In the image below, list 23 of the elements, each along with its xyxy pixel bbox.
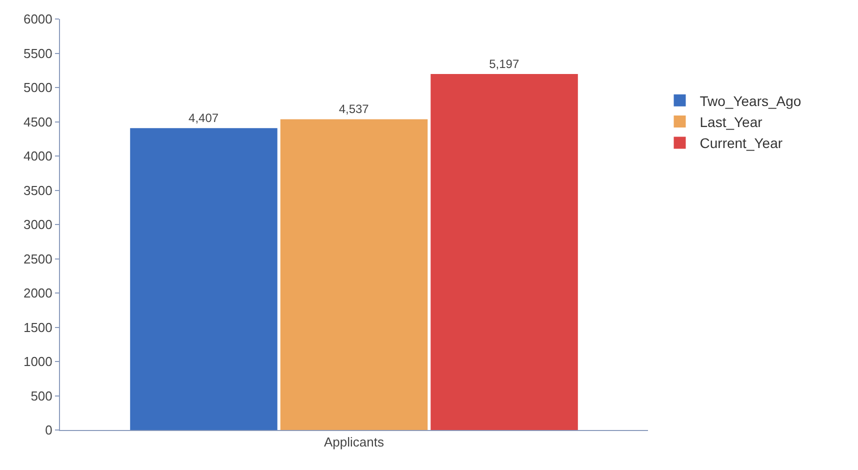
y-tick-label: 4000 — [23, 148, 52, 164]
bar — [130, 128, 278, 430]
x-tick-label: Applicants — [324, 434, 384, 450]
y-tick-label: 2000 — [23, 286, 52, 301]
y-tick-label: 0 — [45, 422, 52, 438]
legend-label: Last_Year — [700, 114, 763, 130]
legend-label: Two_Years_Ago — [700, 92, 802, 109]
legend-label: Current_Year — [700, 135, 783, 152]
y-tick-label: 500 — [30, 388, 52, 404]
y-tick-label: 6000 — [23, 12, 52, 27]
text: 4,407 — [188, 111, 219, 126]
text: 5,197 — [489, 57, 520, 72]
y-tick-label: 2500 — [23, 251, 52, 266]
y-tick-label: 5500 — [23, 46, 52, 61]
y-tick-label: 1000 — [23, 354, 52, 370]
y-tick-label: 1500 — [23, 320, 52, 335]
text: 4,537 — [338, 102, 369, 116]
y-tick-label: 3000 — [23, 217, 52, 232]
y-tick-label: 3500 — [23, 182, 52, 198]
y-tick-label: 4500 — [23, 114, 52, 130]
bar — [280, 119, 428, 430]
bar — [430, 74, 578, 430]
y-tick-label: 5000 — [23, 80, 52, 96]
